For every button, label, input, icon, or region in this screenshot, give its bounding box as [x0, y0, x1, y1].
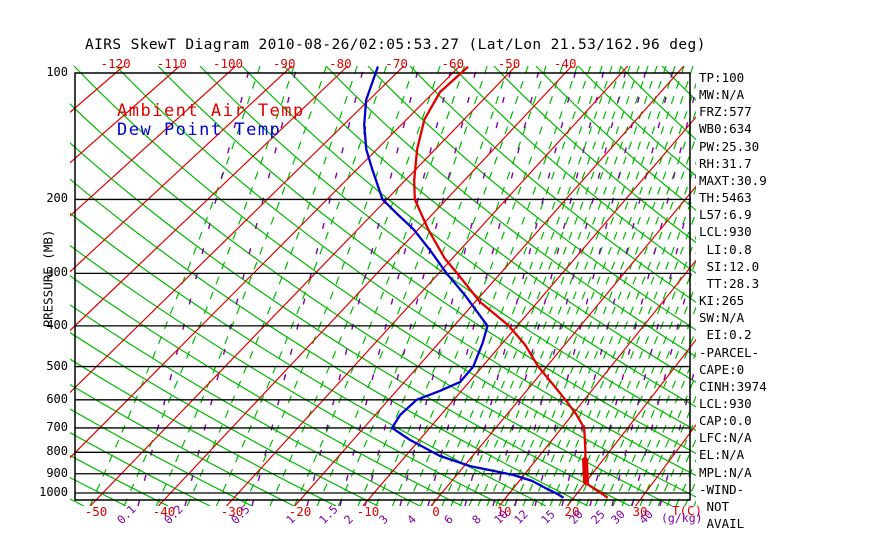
- panel-item: FRZ:577: [699, 104, 752, 120]
- panel-item: NOT: [699, 498, 730, 514]
- panel-item: CINH:3974: [699, 378, 767, 394]
- panel-item: TT:28.3: [699, 275, 760, 291]
- top-temp-tick-label: -100: [212, 56, 244, 71]
- bottom-temp-tick-label: -10: [356, 504, 380, 519]
- plot-frame: [74, 72, 691, 501]
- pressure-gridlines: [75, 198, 690, 494]
- top-temp-tick-label: -40: [553, 56, 577, 71]
- dry-adiabat-lines: [70, 66, 696, 506]
- bottom-temp-tick-label: -50: [84, 504, 108, 519]
- mixing-ratio-unit-label: (g/kg): [661, 511, 703, 525]
- top-temp-tick-label: -60: [441, 56, 465, 71]
- pressure-tick-label: 1000: [39, 485, 68, 499]
- panel-item: WB0:634: [699, 121, 752, 137]
- dew-point-curve: [363, 66, 564, 499]
- panel-item: MW:N/A: [699, 87, 745, 103]
- panel-item: EI:0.2: [699, 327, 752, 343]
- moist-adiabat-lines: [89, 66, 696, 506]
- pressure-tick-label: 900: [46, 465, 68, 480]
- pressure-tick-label: 600: [46, 391, 68, 406]
- panel-item: TH:5463: [699, 190, 752, 206]
- panel-item: MAXT:30.9: [699, 172, 767, 188]
- panel-item: MPL:N/A: [699, 464, 752, 480]
- legend-ambient-air-temp: Ambient Air Temp: [117, 101, 305, 121]
- bottom-temp-tick-label: -30: [220, 504, 244, 519]
- chart-title: AIRS SkewT Diagram 2010-08-26/02:05:53.2…: [85, 37, 706, 53]
- panel-item: LCL:930: [699, 224, 752, 240]
- panel-item: LI:0.8: [699, 241, 752, 257]
- panel-item: EL:N/A: [699, 447, 745, 463]
- sounding-curves: [363, 66, 608, 499]
- panel-item: LFC:N/A: [699, 430, 752, 446]
- parcel-marker-segment: [582, 456, 589, 485]
- panel-item: -WIND-: [699, 481, 745, 497]
- panel-item: RH:31.7: [699, 155, 752, 171]
- pressure-tick-label: 500: [46, 358, 68, 373]
- panel-item: TP:100: [699, 70, 745, 85]
- top-temp-tick-label: -120: [100, 56, 131, 71]
- legend-dew-point-temp: Dew Point Temp: [117, 120, 282, 140]
- top-temp-tick-label: -80: [329, 56, 352, 71]
- panel-item: KI:265: [699, 293, 745, 309]
- panel-item: L57:6.9: [699, 207, 752, 223]
- panel-item: SI:12.0: [699, 258, 760, 274]
- pressure-tick-label: 700: [46, 419, 68, 434]
- top-temp-tick-label: -50: [497, 56, 521, 71]
- bottom-temp-tick-label: 20: [564, 504, 580, 519]
- pressure-tick-label: 800: [46, 444, 68, 459]
- panel-item: -PARCEL-: [699, 344, 760, 360]
- panel-item: CAPE:0: [699, 361, 745, 377]
- pressure-tick-label: 300: [46, 265, 68, 280]
- pressure-tick-label: 400: [46, 317, 68, 332]
- top-temp-tick-label: -110: [156, 56, 187, 71]
- bottom-temp-tick-label: -40: [152, 504, 176, 519]
- top-temp-tick-label: -70: [385, 56, 408, 71]
- panel-item: PW:25.30: [699, 138, 760, 154]
- temperature-unit-label: T(C): [672, 503, 703, 518]
- indices-panel: TP:100 MW:N/A FRZ:577 WB0:634 PW:25.30 RH:31.…: [699, 69, 767, 532]
- pressure-tick-label: 200: [46, 191, 68, 206]
- bottom-temp-tick-label: 0: [432, 504, 440, 519]
- panel-item: SW:N/A: [699, 310, 745, 326]
- panel-item: CAP:0.0: [699, 413, 752, 429]
- top-temp-tick-label: -90: [272, 56, 296, 71]
- panel-item: AVAIL: [699, 516, 745, 532]
- bottom-temp-tick-label: 10: [496, 504, 512, 519]
- pressure-tick-label: 100: [46, 65, 68, 79]
- panel-item: LCL:930: [699, 395, 752, 411]
- bottom-temp-tick-label: 30: [632, 504, 648, 519]
- bottom-temp-tick-label: -20: [288, 504, 312, 519]
